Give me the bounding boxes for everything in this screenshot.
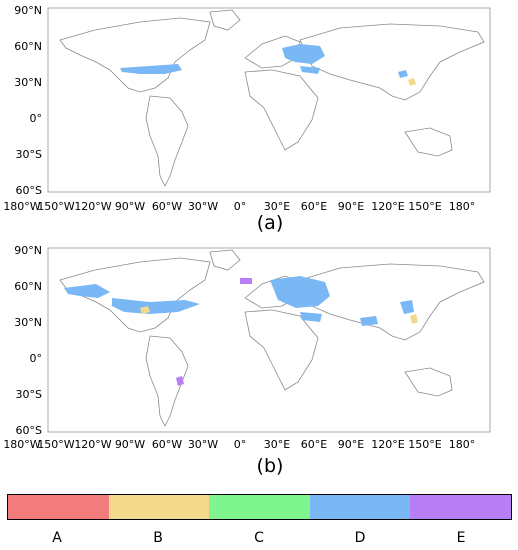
colorbar-label: B bbox=[153, 530, 163, 546]
lon-tick: 120°W bbox=[74, 438, 112, 451]
lat-tick: 60°S bbox=[15, 424, 42, 437]
colorbar-label: E bbox=[456, 530, 466, 546]
region-europe-d bbox=[270, 276, 330, 308]
colorbar-segment-a bbox=[8, 495, 109, 519]
lon-tick: 150°E bbox=[408, 200, 442, 213]
lat-tick: 60°S bbox=[15, 184, 42, 197]
lon-tick: 180° bbox=[448, 200, 476, 213]
colorbar-segment-d bbox=[309, 495, 411, 519]
category-b-regions bbox=[408, 78, 416, 86]
lon-tick: 150°W bbox=[37, 200, 75, 213]
category-d-regions bbox=[64, 276, 414, 326]
category-d-regions bbox=[120, 44, 408, 78]
region-europe2-d bbox=[300, 66, 320, 74]
lon-tick: 0° bbox=[233, 438, 247, 451]
region-asia-b bbox=[408, 78, 416, 86]
lat-tick: 90°N bbox=[14, 4, 42, 17]
lon-tick: 60°W bbox=[151, 200, 183, 213]
colorbar-label: C bbox=[254, 530, 264, 546]
lon-tick: 30°W bbox=[187, 438, 219, 451]
coastlines bbox=[59, 249, 485, 427]
colorbar-segment-b bbox=[108, 495, 210, 519]
region-europe2-d bbox=[300, 312, 322, 322]
lon-tick: 90°W bbox=[114, 438, 146, 451]
region-east-asia-d bbox=[400, 300, 414, 314]
lat-tick: 0° bbox=[29, 112, 43, 125]
category-b-regions bbox=[140, 306, 418, 324]
lon-tick: 120°E bbox=[371, 438, 405, 451]
region-andes-e bbox=[176, 376, 184, 386]
lat-tick: 90°N bbox=[14, 244, 42, 257]
category-e-regions bbox=[176, 278, 252, 386]
lat-tick: 0° bbox=[29, 352, 43, 365]
lon-tick: 150°W bbox=[37, 438, 75, 451]
region-svalbard-e bbox=[240, 278, 252, 284]
coastlines bbox=[59, 9, 485, 187]
lat-tick: 30°N bbox=[14, 76, 42, 89]
world-map-b bbox=[47, 247, 491, 433]
lat-tick: 30°S bbox=[15, 388, 42, 401]
lon-tick: 30°E bbox=[263, 438, 291, 451]
colorbar-segment-c bbox=[209, 495, 310, 519]
lon-tick: 180°W bbox=[3, 200, 41, 213]
lon-tick: 120°E bbox=[371, 200, 405, 213]
map-frame bbox=[47, 247, 491, 433]
lon-tick: 90°W bbox=[114, 200, 146, 213]
region-asia-d bbox=[360, 316, 378, 326]
lat-tick: 60°N bbox=[14, 40, 42, 53]
lon-tick: 180°W bbox=[3, 438, 41, 451]
colorbar-label: A bbox=[52, 530, 62, 546]
region-asia-d bbox=[398, 70, 408, 78]
region-na-b bbox=[140, 306, 150, 314]
lon-tick: 60°E bbox=[300, 200, 328, 213]
lat-tick: 30°S bbox=[15, 148, 42, 161]
lon-tick: 30°W bbox=[187, 200, 219, 213]
map-panel-a: 90°N 60°N 30°N 0° 30°S 60°S 180°W 150°W … bbox=[0, 0, 518, 240]
lat-tick: 30°N bbox=[14, 316, 42, 329]
colorbar-legend bbox=[7, 494, 512, 520]
colorbar-segment-e bbox=[410, 495, 511, 519]
lon-tick: 60°E bbox=[300, 438, 328, 451]
region-north-america-d bbox=[120, 64, 182, 74]
world-map-a bbox=[47, 7, 491, 193]
lon-tick: 0° bbox=[233, 200, 247, 213]
region-north-america-d bbox=[112, 298, 200, 314]
lon-tick: 180° bbox=[448, 438, 476, 451]
lon-tick: 30°E bbox=[263, 200, 291, 213]
lon-tick: 120°W bbox=[74, 200, 112, 213]
region-alaska-d bbox=[64, 284, 110, 298]
lon-tick: 60°W bbox=[151, 438, 183, 451]
region-asia-b bbox=[410, 314, 418, 324]
colorbar-label: D bbox=[354, 530, 366, 546]
region-europe-d bbox=[282, 44, 325, 64]
lon-tick: 90°E bbox=[337, 200, 365, 213]
lon-tick: 90°E bbox=[337, 438, 365, 451]
panel-label: (b) bbox=[256, 455, 284, 477]
lon-tick: 150°E bbox=[408, 438, 442, 451]
lat-tick: 60°N bbox=[14, 280, 42, 293]
map-frame bbox=[47, 7, 491, 193]
panel-label: (a) bbox=[256, 212, 284, 234]
map-panel-b: 90°N 60°N 30°N 0° 30°S 60°S 180°W 150°W … bbox=[0, 240, 518, 485]
